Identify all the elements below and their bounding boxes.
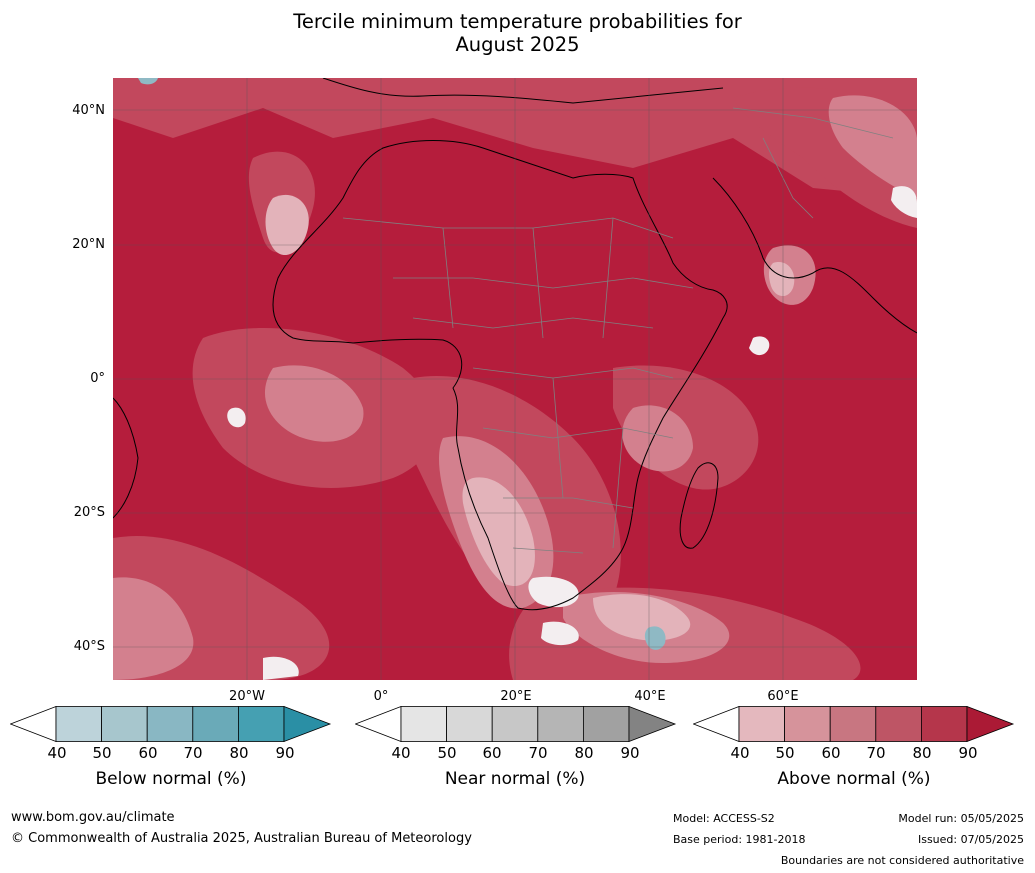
lat-label-40s: 40°S bbox=[73, 639, 105, 654]
light-probability-areas bbox=[113, 95, 917, 680]
tick-label: 80 bbox=[229, 744, 249, 762]
lon-label-60e: 60°E bbox=[767, 689, 799, 704]
lat-label-0: 0° bbox=[90, 371, 105, 386]
tick-label: 70 bbox=[866, 744, 886, 762]
colorbar-low-extension bbox=[693, 706, 740, 742]
colorbar-segment bbox=[784, 706, 831, 742]
colorbar-segment bbox=[101, 706, 148, 742]
colorbar-below-normal bbox=[10, 706, 332, 742]
tick-label: 60 bbox=[138, 744, 158, 762]
tick-label: 60 bbox=[821, 744, 841, 762]
colorbar-segment bbox=[537, 706, 584, 742]
near-white-areas bbox=[227, 186, 917, 680]
colorbar-near-normal bbox=[355, 706, 677, 742]
colorbar-segment bbox=[146, 706, 194, 742]
tick-label: 70 bbox=[528, 744, 548, 762]
footer-copyright: © Commonwealth of Australia 2025, Austra… bbox=[11, 831, 472, 846]
colorbar-segment bbox=[55, 706, 102, 742]
colorbar-segment bbox=[192, 706, 239, 742]
lon-label-0: 0° bbox=[373, 689, 389, 704]
coastlines bbox=[113, 78, 917, 611]
colorbar-segment bbox=[829, 706, 877, 742]
colorbar-segment bbox=[738, 706, 785, 742]
probability-map bbox=[113, 78, 917, 680]
lat-label-40n: 40°N bbox=[72, 103, 105, 118]
colorbar-low-extension bbox=[10, 706, 57, 742]
graticule bbox=[113, 78, 917, 680]
tick-label: 80 bbox=[574, 744, 594, 762]
title-line-2: August 2025 bbox=[455, 33, 580, 56]
colorbar-near-label: Near normal (%) bbox=[444, 769, 586, 789]
colorbar-segment bbox=[875, 706, 922, 742]
lat-label-20n: 20°N bbox=[72, 237, 105, 252]
tick-label: 90 bbox=[275, 744, 295, 762]
tick-label: 80 bbox=[912, 744, 932, 762]
colorbar-above-normal bbox=[693, 706, 1015, 742]
lon-label-20e: 20°E bbox=[500, 689, 532, 704]
footer-issued: Issued: 07/05/2025 bbox=[917, 833, 1024, 846]
country-borders bbox=[342, 107, 894, 554]
lon-label-40e: 40°E bbox=[634, 689, 666, 704]
tick-label: 40 bbox=[730, 744, 750, 762]
below-normal-areas bbox=[138, 78, 666, 650]
tick-label: 70 bbox=[183, 744, 203, 762]
footer-base-period: Base period: 1981-2018 bbox=[673, 833, 806, 846]
colorbar-segment bbox=[920, 706, 968, 742]
lon-label-20w: 20°W bbox=[229, 689, 265, 704]
colorbar-high-extension bbox=[628, 706, 677, 742]
footer-url: www.bom.gov.au/climate bbox=[11, 810, 175, 825]
tick-label: 40 bbox=[47, 744, 67, 762]
colorbar-segment bbox=[446, 706, 493, 742]
pale-probability-areas bbox=[265, 194, 795, 641]
tick-label: 90 bbox=[958, 744, 978, 762]
colorbar-low-extension bbox=[355, 706, 402, 742]
chart-title: Tercile minimum temperature probabilitie… bbox=[0, 10, 1035, 56]
lat-label-20s: 20°S bbox=[73, 505, 105, 520]
colorbar-segment bbox=[237, 706, 285, 742]
tick-label: 60 bbox=[482, 744, 502, 762]
tick-label: 40 bbox=[391, 744, 411, 762]
colorbar-above-label: Above normal (%) bbox=[777, 769, 931, 789]
footer-model: Model: ACCESS-S2 bbox=[673, 812, 775, 825]
colorbar-high-extension bbox=[283, 706, 332, 742]
colorbar-below-label: Below normal (%) bbox=[95, 769, 247, 789]
footer-disclaimer: Boundaries are not considered authoritat… bbox=[780, 854, 1024, 867]
colorbar-segment bbox=[582, 706, 630, 742]
footer-model-run: Model run: 05/05/2025 bbox=[898, 812, 1024, 825]
colorbar-segment bbox=[491, 706, 539, 742]
tick-label: 50 bbox=[775, 744, 795, 762]
tick-label: 90 bbox=[620, 744, 640, 762]
tick-label: 50 bbox=[437, 744, 457, 762]
colorbar-segment bbox=[400, 706, 447, 742]
colorbar-high-extension bbox=[966, 706, 1015, 742]
tick-label: 50 bbox=[92, 744, 112, 762]
map-svg bbox=[113, 78, 917, 680]
title-line-1: Tercile minimum temperature probabilitie… bbox=[293, 10, 742, 33]
